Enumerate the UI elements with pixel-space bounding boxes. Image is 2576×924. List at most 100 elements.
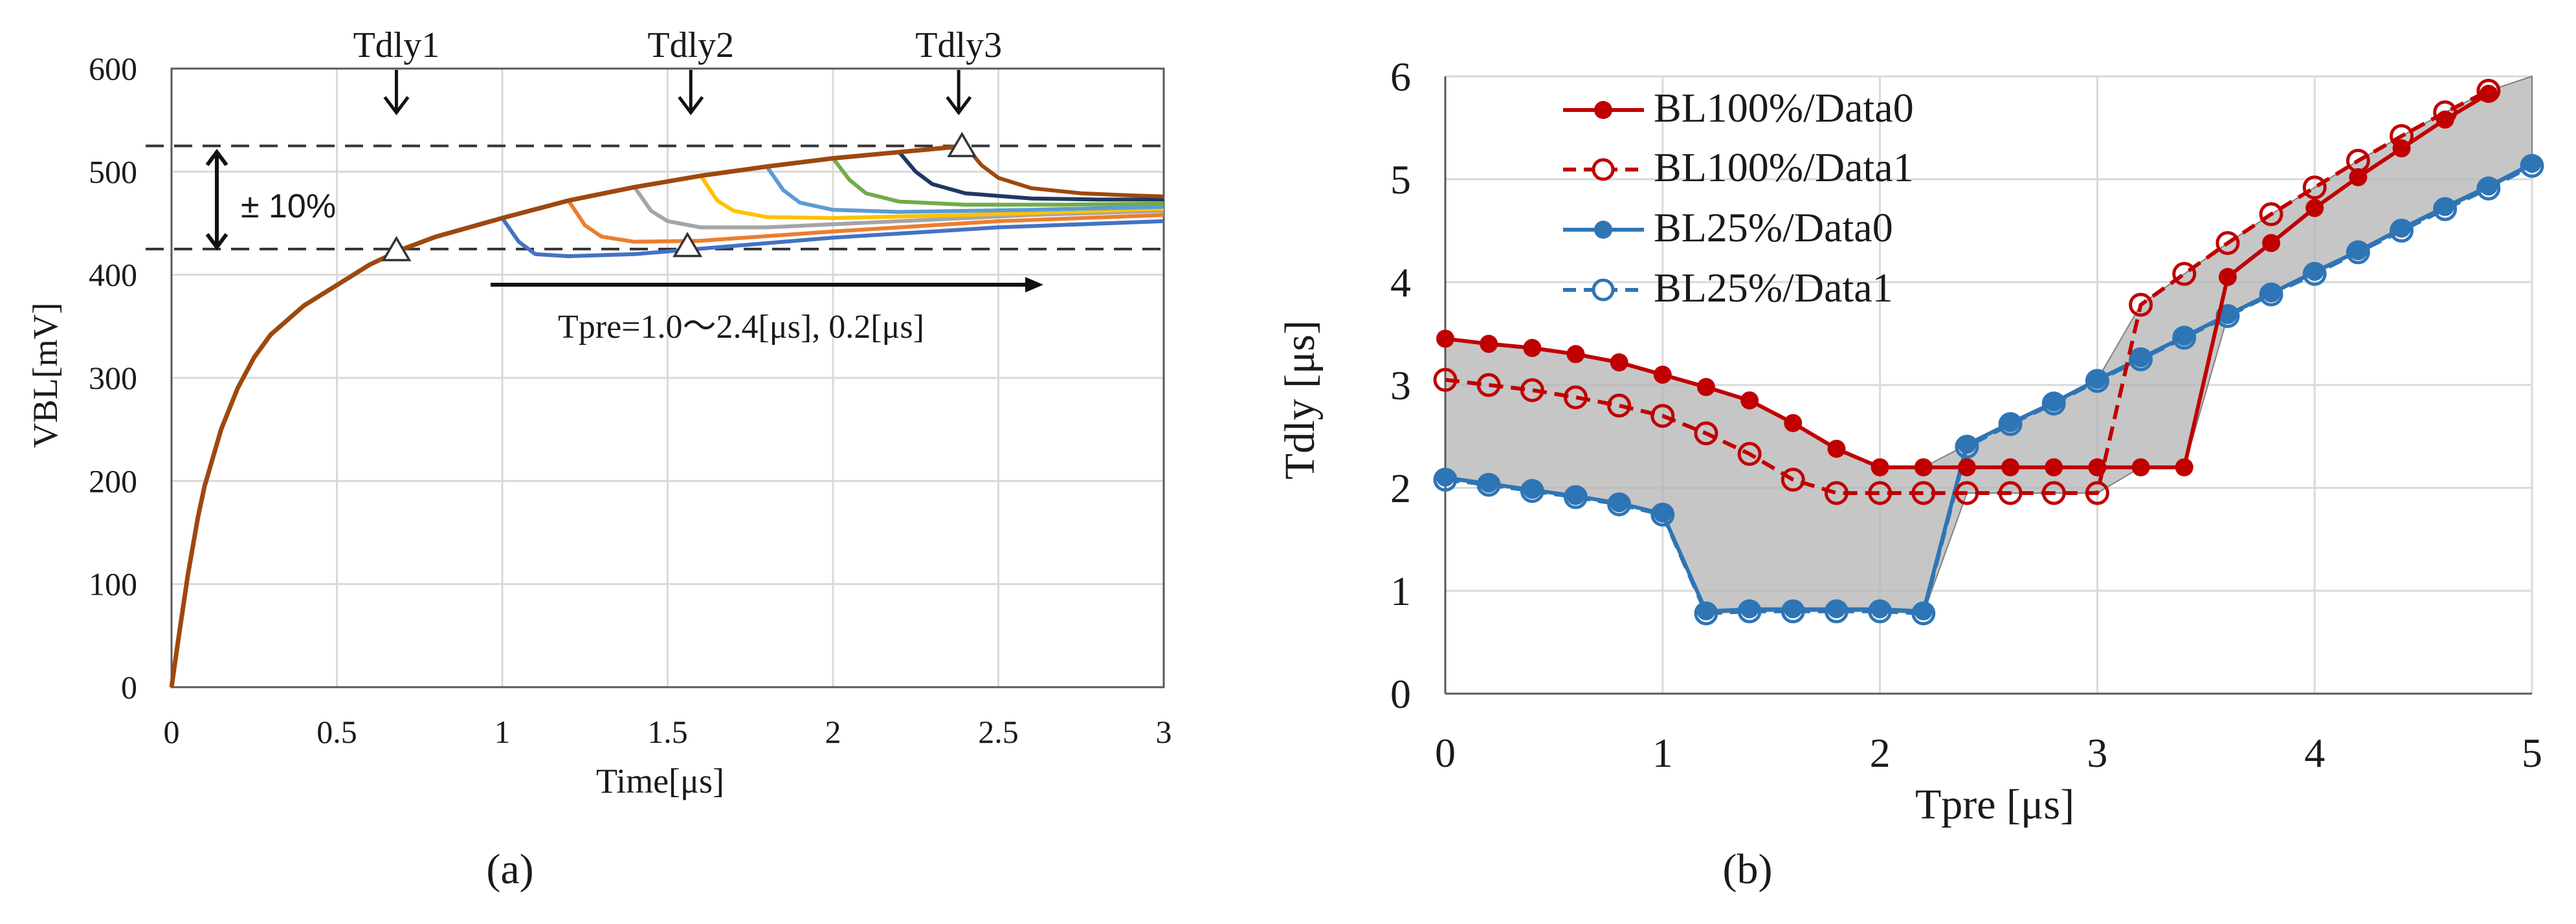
data-point [1523,338,1542,357]
y-tick-label: 500 [89,153,137,190]
vbl-series-line [699,175,1164,221]
chart-b: 0 1 2 3 4 5 6 0 1 2 3 4 5 BL100%/Data0 BL100%/Data1… [1276,54,2544,893]
data-point [2131,458,2150,477]
panel-label-b: (b) [1723,846,1773,893]
data-point [1911,601,1936,626]
data-point [1696,378,1715,397]
x-tick-label: 0 [1435,730,1456,776]
sweep-arrow [491,277,1043,292]
series-bl100-data1 [1433,78,2501,505]
data-point [1824,599,1849,624]
delay-label: Tdly2 [647,25,734,65]
data-point [2346,240,2370,265]
data-point [1650,502,1675,527]
data-point [2215,231,2240,256]
x-tick-label: 2 [1870,730,1891,776]
x-tick-label: 1 [1652,730,1673,776]
legend-entry-bl100-data0: BL100%/Data0 [1563,85,1914,131]
chart-b-axes [1444,76,2532,695]
data-point [2218,268,2237,287]
data-point [1480,335,1498,353]
y-tick-label: 4 [1390,259,1411,305]
triangle-marker [672,232,703,258]
chart-b-y-tick-labels: 0 1 2 3 4 5 6 [1390,54,1411,717]
chart-b-x-tick-labels: 0 1 2 3 4 5 [1435,730,2542,776]
data-point [1476,373,1501,397]
y-tick-label: 1 [1390,568,1411,614]
data-point [2392,139,2411,158]
data-point [1737,442,1762,467]
chart-a-y-tick-labels: 0 100 200 300 400 500 600 [89,50,137,705]
legend-entry-bl100-data1: BL100%/Data1 [1563,144,1914,190]
chart-a-series [169,144,1164,688]
chart-a-gridlines [170,67,1165,688]
data-point [2476,78,2501,103]
triangle-marker [381,236,412,261]
y-tick-label: 0 [1390,671,1411,717]
vbl-series-line [897,151,1164,202]
data-point [1476,472,1501,497]
data-point [1957,435,1976,454]
data-point [2085,481,2109,505]
data-point [2476,176,2501,201]
data-point [1868,481,1893,505]
chart-a-delay-annotations: Tdly1 Tdly2 Tdly3 [353,25,1002,116]
y-tick-label: 5 [1390,157,1411,203]
data-point [1433,368,1458,392]
chart-b-series [1433,78,2544,626]
data-point [1827,439,1846,458]
vbl-series-line [632,186,1164,230]
data-point [1871,600,1889,619]
data-point [1955,434,1979,459]
delay-label: Tdly1 [353,25,440,65]
chart-a-y-axis-title: VBL[mV] [26,303,65,448]
data-point [1563,485,1588,509]
y-tick-label: 300 [89,360,137,396]
data-point [1784,600,1803,619]
x-tick-label: 4 [2304,730,2325,776]
data-point [1694,421,1718,446]
x-tick-label: 0 [164,714,180,750]
data-point [1998,412,2023,436]
data-point [1781,599,1805,624]
data-point [2262,234,2281,252]
tolerance-arrow [205,149,228,250]
legend-label: BL25%/Data0 [1654,204,1893,250]
data-point [2436,197,2454,216]
data-point [2129,292,2153,317]
x-tick-label: 1.5 [647,714,688,750]
x-tick-label: 2.5 [978,714,1019,750]
data-point [1957,458,1976,477]
delay-arrow-head [946,96,972,116]
chart-b-legend: BL100%/Data0 BL100%/Data1 BL25%/Data0 BL… [1563,85,1914,311]
data-point [1610,353,1628,372]
legend-label: BL25%/Data1 [1654,265,1893,311]
data-point [1480,474,1498,493]
legend-entry-bl25-data1: BL25%/Data1 [1563,265,1893,311]
x-tick-label: 2 [825,714,841,750]
data-point [1914,602,1933,621]
chart-a-x-tick-labels: 0 0.5 1 1.5 2 2.5 3 [164,714,1172,750]
x-tick-label: 0.5 [316,714,357,750]
data-point [1523,481,1542,500]
chart-b-y-axis-title: Tdly [μs] [1276,320,1324,479]
data-point [2045,458,2063,477]
data-point [2520,153,2544,178]
data-point [1566,345,1585,364]
data-point [2346,148,2370,173]
data-point [2172,325,2197,350]
data-point [2001,458,2020,477]
data-point [2129,347,2153,371]
data-point [1868,599,1893,624]
data-point [1737,599,1762,624]
y-tick-label: 600 [89,50,137,87]
y-tick-label: 2 [1390,465,1411,511]
chart-b-x-axis-title: Tpre [μs] [1915,781,2074,828]
data-point [1607,492,1632,516]
data-point [1650,404,1675,428]
data-point [1914,458,1933,477]
data-point [2172,261,2197,286]
triangle-marker [947,131,977,157]
